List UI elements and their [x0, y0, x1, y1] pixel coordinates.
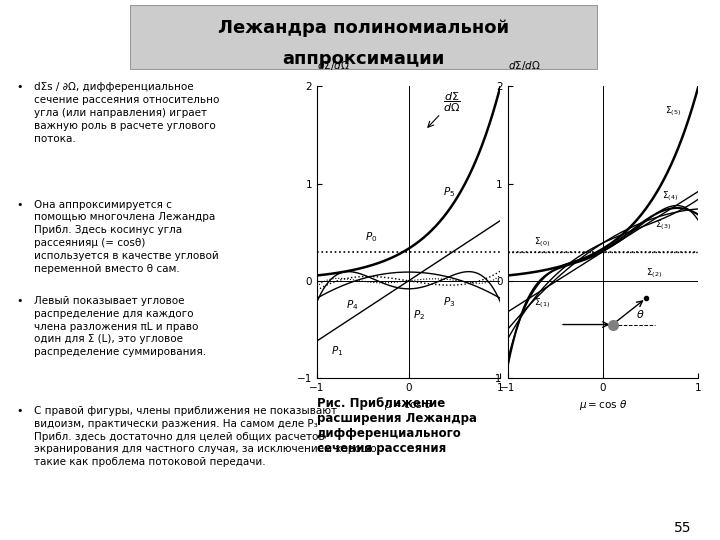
Text: $\Sigma_{(2)}$: $\Sigma_{(2)}$ [646, 267, 662, 280]
Text: $\theta$: $\theta$ [636, 308, 645, 320]
Text: $P_1$: $P_1$ [330, 343, 343, 357]
Text: •: • [17, 83, 23, 92]
Text: Лежандра полиномиальной: Лежандра полиномиальной [218, 19, 509, 37]
Text: •: • [17, 406, 23, 416]
Text: $d\Sigma/d\Omega$: $d\Sigma/d\Omega$ [508, 59, 540, 72]
Text: $\Sigma_{(3)}$: $\Sigma_{(3)}$ [655, 218, 672, 232]
Text: $P_5$: $P_5$ [444, 185, 456, 199]
Text: С правой фигуры, члены приближения не показывают
видоизм, практически разжения. : С правой фигуры, члены приближения не по… [35, 406, 380, 467]
FancyBboxPatch shape [130, 5, 598, 70]
Text: 55: 55 [674, 521, 691, 535]
Text: •: • [17, 296, 23, 306]
Text: $P_3$: $P_3$ [444, 295, 456, 309]
Text: Левый показывает угловое
распределение для каждого
члена разложения πL и право
о: Левый показывает угловое распределение д… [35, 296, 207, 357]
Text: $\Sigma_{(1)}$: $\Sigma_{(1)}$ [534, 296, 551, 309]
Text: $\Sigma_{(5)}$: $\Sigma_{(5)}$ [665, 104, 681, 118]
Text: •: • [17, 200, 23, 210]
Text: Она аппроксимируется с
помощью многочлена Лежандра
Прибл. Здесь косинус угла
рас: Она аппроксимируется с помощью многочлен… [35, 200, 219, 274]
Text: $\dfrac{d\Sigma}{d\Omega}$: $\dfrac{d\Sigma}{d\Omega}$ [443, 90, 460, 113]
Text: $\Sigma_{(0)}$: $\Sigma_{(0)}$ [534, 235, 551, 249]
X-axis label: $\mu = \cos\,\theta$: $\mu = \cos\,\theta$ [579, 399, 627, 413]
Text: $P_2$: $P_2$ [413, 308, 426, 321]
Text: dΣs / ∂Ω, дифференциальное
сечение рассеяния относительно
угла (или направления): dΣs / ∂Ω, дифференциальное сечение рассе… [35, 83, 220, 144]
Text: аппроксимации: аппроксимации [282, 50, 445, 68]
Text: $\Sigma_{(4)}$: $\Sigma_{(4)}$ [662, 189, 678, 202]
Text: $P_4$: $P_4$ [346, 298, 359, 312]
Text: $d\Sigma/d\Omega$: $d\Sigma/d\Omega$ [317, 59, 349, 72]
Text: $P_0$: $P_0$ [364, 230, 377, 244]
X-axis label: $\mu = \cos\,\theta$: $\mu = \cos\,\theta$ [384, 399, 433, 413]
Text: Рис. Приближение
расширения Лежандра
дифференциального
сечения рассеяния: Рис. Приближение расширения Лежандра диф… [317, 397, 477, 455]
